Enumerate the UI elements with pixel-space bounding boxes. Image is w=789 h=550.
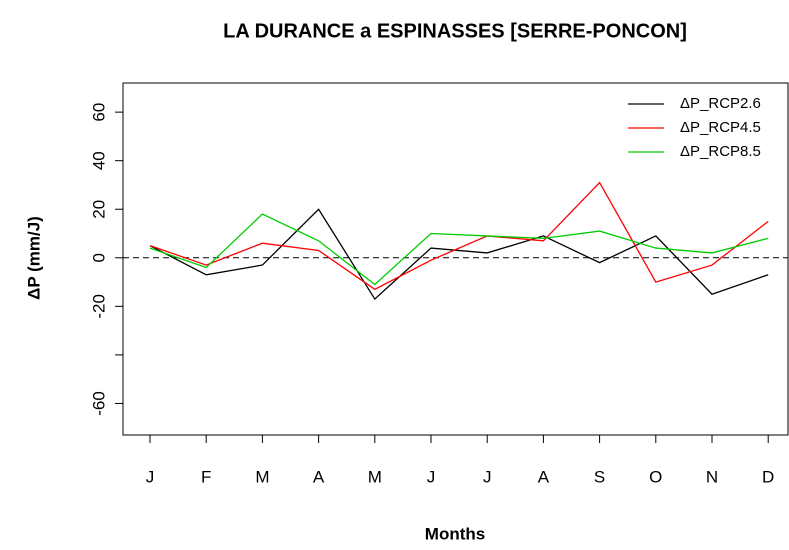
legend-label: ΔP_RCP4.5 — [680, 119, 761, 136]
x-tick-label: F — [201, 467, 211, 486]
series-line — [149, 213, 769, 286]
y-tick-label: 0 — [89, 253, 108, 262]
y-axis-label: ΔP (mm/J) — [24, 216, 43, 300]
x-tick-label: O — [649, 467, 662, 486]
y-tick-label: 60 — [89, 103, 108, 122]
y-tick-label: -60 — [89, 391, 108, 416]
chart-title: LA DURANCE a ESPINASSES [SERRE-PONCON] — [223, 20, 687, 42]
x-tick-label: A — [538, 467, 550, 486]
legend-label: ΔP_RCP2.6 — [680, 95, 761, 112]
x-axis-label: Months — [425, 524, 485, 543]
x-tick-label: J — [146, 467, 155, 486]
x-tick-label: M — [368, 467, 382, 486]
legend-label: ΔP_RCP8.5 — [680, 143, 761, 160]
x-tick-label: D — [762, 467, 774, 486]
x-tick-label: S — [594, 467, 605, 486]
x-tick-label: A — [313, 467, 325, 486]
series-line — [149, 181, 769, 291]
x-tick-label: J — [483, 467, 492, 486]
y-tick-label: 20 — [89, 200, 108, 219]
x-tick-label: M — [255, 467, 269, 486]
x-tick-label: J — [427, 467, 436, 486]
y-tick-label: 40 — [89, 151, 108, 170]
series-line — [149, 208, 769, 301]
x-tick-label: N — [706, 467, 718, 486]
y-tick-label: -20 — [89, 294, 108, 319]
